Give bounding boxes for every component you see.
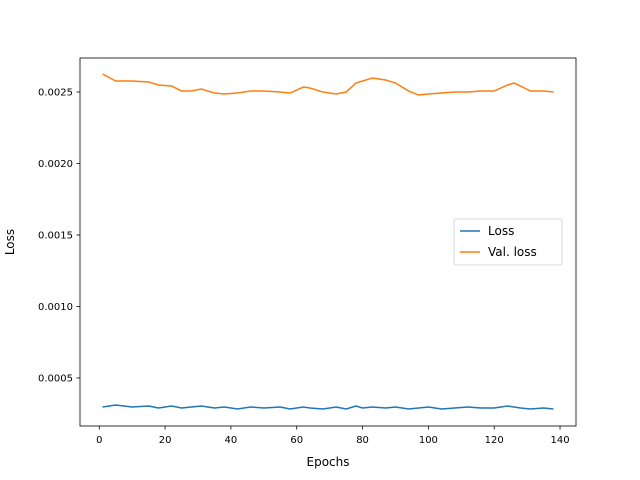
- x-tick-label: 0: [96, 435, 102, 446]
- x-tick-label: 100: [419, 435, 438, 446]
- x-tick-label: 80: [356, 435, 369, 446]
- series-line: [102, 73, 554, 96]
- x-tick-label: 140: [550, 435, 569, 446]
- y-tick-label: 0.0005: [38, 373, 73, 384]
- y-tick-label: 0.0020: [38, 159, 73, 170]
- x-tick-label: 120: [485, 435, 504, 446]
- x-axis-label: Epochs: [307, 455, 350, 469]
- legend-label: Val. loss: [488, 245, 537, 259]
- x-tick-label: 60: [290, 435, 303, 446]
- plot-frame: [79, 57, 577, 427]
- x-tick-label: 20: [159, 435, 172, 446]
- y-tick-label: 0.0015: [38, 230, 73, 241]
- legend-box: [453, 218, 563, 266]
- series-line: [102, 404, 554, 410]
- x-tick-label: 40: [225, 435, 238, 446]
- y-tick-label: 0.0025: [38, 88, 73, 99]
- y-tick-label: 0.0010: [38, 302, 73, 313]
- y-axis-label: Loss: [3, 229, 17, 255]
- legend-label: Loss: [488, 224, 514, 238]
